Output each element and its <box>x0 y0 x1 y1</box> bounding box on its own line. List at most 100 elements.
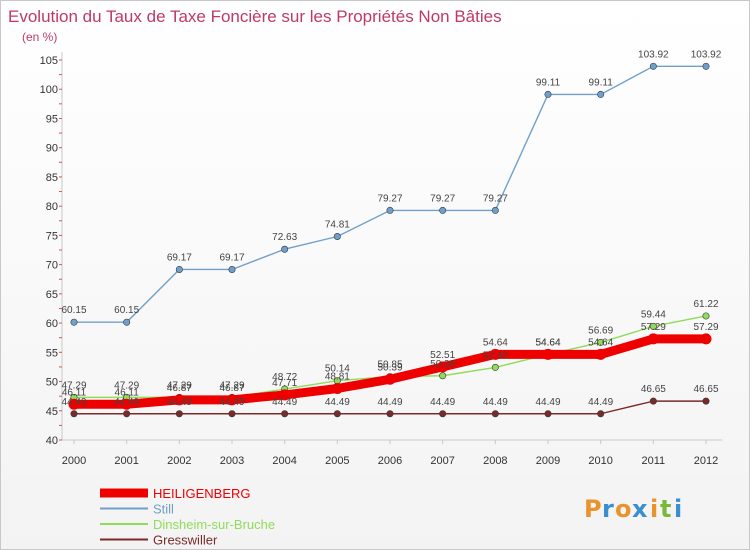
y-tick-label: 55 <box>46 347 58 359</box>
data-label-still: 103.92 <box>691 49 722 60</box>
data-point-still <box>386 206 394 214</box>
data-point-still <box>544 90 552 98</box>
y-tick-label: 45 <box>46 406 58 418</box>
data-label-heiligenberg: 50.39 <box>377 362 402 373</box>
data-point-still <box>228 265 236 273</box>
data-label-heiligenberg: 46.11 <box>62 387 87 398</box>
data-label-dinsheim-sur-bruche: 47.29 <box>61 380 86 391</box>
x-tick-label: 2004 <box>272 455 296 467</box>
data-label-dinsheim-sur-bruche: 47.29 <box>219 380 244 391</box>
data-point-heiligenberg <box>489 348 501 360</box>
data-label-gresswiller: 46.65 <box>641 384 666 395</box>
data-label-gresswiller: 46.65 <box>693 384 718 395</box>
x-tick-label: 2005 <box>325 455 349 467</box>
data-point-still <box>70 318 78 326</box>
data-point-heiligenberg <box>437 361 449 373</box>
data-label-still: 99.11 <box>536 77 561 88</box>
data-point-dinsheim-sur-bruche <box>491 363 499 371</box>
chart-title: Evolution du Taux de Taxe Foncière sur l… <box>8 7 502 26</box>
y-tick-label: 70 <box>46 260 58 272</box>
legend-label: Gresswiller <box>153 533 218 548</box>
data-label-heiligenberg: 46.11 <box>115 387 140 398</box>
data-label-gresswiller: 44.49 <box>219 397 244 408</box>
data-point-still <box>175 265 183 273</box>
series-still <box>70 62 710 326</box>
data-label-heiligenberg: 48.81 <box>325 371 350 382</box>
y-tick-label: 85 <box>46 172 58 184</box>
y-tick-label: 90 <box>46 143 58 155</box>
data-label-heiligenberg: 46.87 <box>219 383 244 394</box>
legend-label: Still <box>153 502 174 517</box>
data-label-dinsheim-sur-bruche: 56.69 <box>588 325 613 336</box>
data-point-still <box>597 90 605 98</box>
data-point-dinsheim-sur-bruche <box>649 322 657 330</box>
data-label-dinsheim-sur-bruche: 61.22 <box>693 299 718 310</box>
data-label-heiligenberg: 57.29 <box>641 322 666 333</box>
x-tick-label: 2006 <box>378 455 402 467</box>
x-tick-label: 2012 <box>694 455 718 467</box>
y-tick-label: 75 <box>46 230 58 242</box>
data-label-still: 74.81 <box>325 219 350 230</box>
data-point-heiligenberg <box>226 394 238 406</box>
data-point-heiligenberg <box>121 398 133 410</box>
data-point-gresswiller <box>491 410 499 418</box>
logo-letter: i <box>650 495 658 523</box>
data-label-heiligenberg: 54.64 <box>535 337 560 348</box>
data-label-still: 60.15 <box>61 305 86 316</box>
x-tick-label: 2008 <box>483 455 507 467</box>
y-tick-label: 80 <box>46 201 58 213</box>
data-label-still: 72.63 <box>272 232 297 243</box>
data-label-still: 99.11 <box>589 77 614 88</box>
data-label-gresswiller: 44.49 <box>588 397 613 408</box>
y-tick-label: 95 <box>46 113 58 125</box>
data-point-heiligenberg <box>700 333 712 345</box>
series-layer <box>68 62 712 418</box>
data-label-still: 79.27 <box>483 193 508 204</box>
data-point-gresswiller <box>228 410 236 418</box>
data-point-gresswiller <box>123 410 131 418</box>
data-label-gresswiller: 44.49 <box>61 397 86 408</box>
data-label-dinsheim-sur-bruche: 50.99 <box>430 359 455 370</box>
series-heiligenberg <box>68 333 712 410</box>
data-point-gresswiller <box>386 410 394 418</box>
x-tick-label: 2000 <box>62 455 86 467</box>
data-point-still <box>333 232 341 240</box>
data-label-still: 79.27 <box>377 193 402 204</box>
data-point-still <box>702 62 710 70</box>
data-label-dinsheim-sur-bruche: 47.29 <box>114 380 139 391</box>
data-point-gresswiller <box>333 410 341 418</box>
y-tick-label: 100 <box>40 84 58 96</box>
data-label-heiligenberg: 57.29 <box>693 322 718 333</box>
data-label-heiligenberg: 47.71 <box>272 378 297 389</box>
data-label-heiligenberg: 54.64 <box>483 337 508 348</box>
x-tick-label: 2003 <box>220 455 244 467</box>
data-point-still <box>649 62 657 70</box>
axes: 40 45 50 55 60 65 70 75 80 85 90 95 100 105 2000 2001 20… <box>40 52 722 467</box>
data-point-still <box>439 206 447 214</box>
data-label-dinsheim-sur-bruche: 59.44 <box>641 309 666 320</box>
data-point-heiligenberg <box>331 382 343 394</box>
data-label-dinsheim-sur-bruche: 48.72 <box>272 372 297 383</box>
data-point-gresswiller <box>439 410 447 418</box>
legend: HEILIGENBERGStillDinsheim-sur-BrucheGres… <box>100 486 275 548</box>
data-point-gresswiller <box>597 410 605 418</box>
y-tick-label: 50 <box>46 377 58 389</box>
data-label-still: 103.92 <box>638 49 669 60</box>
data-label-gresswiller: 44.49 <box>483 397 508 408</box>
logo-letter: x <box>632 495 648 523</box>
data-label-gresswiller: 44.49 <box>377 397 402 408</box>
y-tick-label: 65 <box>46 289 58 301</box>
data-label-gresswiller: 44.49 <box>430 397 455 408</box>
data-point-gresswiller <box>702 397 710 405</box>
data-point-heiligenberg <box>542 348 554 360</box>
data-point-heiligenberg <box>647 333 659 345</box>
data-point-gresswiller <box>281 410 289 418</box>
data-point-heiligenberg <box>279 389 291 401</box>
data-point-heiligenberg <box>384 373 396 385</box>
data-point-still <box>491 206 499 214</box>
data-label-dinsheim-sur-bruche: 50.85 <box>377 360 402 371</box>
logo-letter: r <box>602 495 614 523</box>
data-point-gresswiller <box>70 410 78 418</box>
x-tick-label: 2010 <box>588 455 612 467</box>
